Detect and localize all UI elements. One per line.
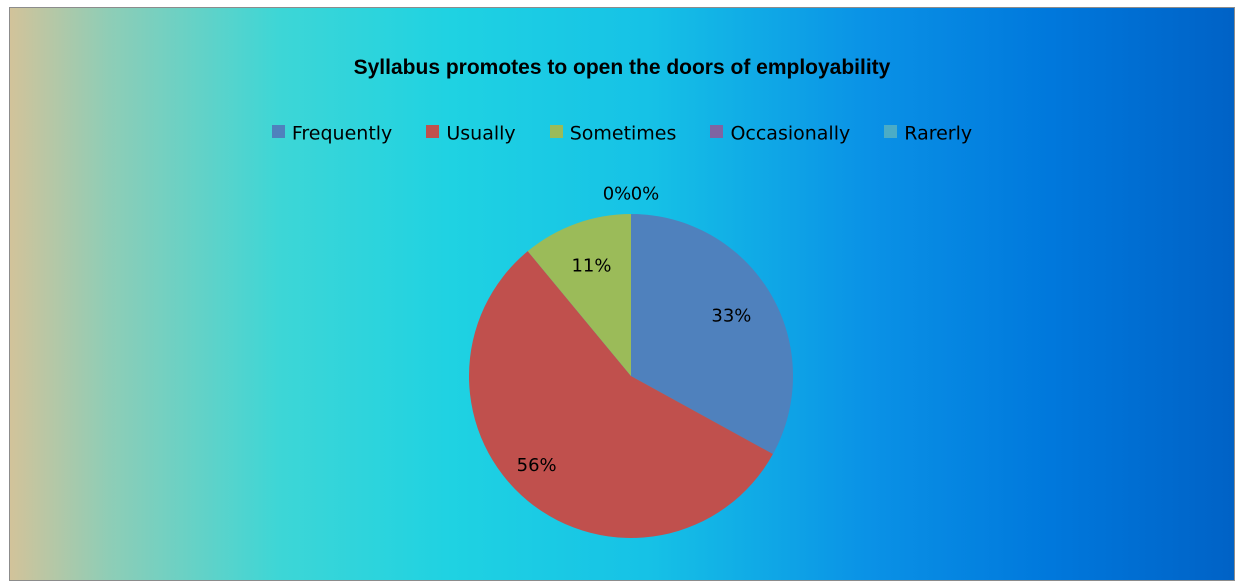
pie-chart: 33% 56% 11% 0% 0% — [469, 184, 793, 538]
legend-label-sometimes: Sometimes — [569, 122, 677, 145]
pie-slice-sometimes — [527, 214, 631, 376]
legend-swatch-frequently — [271, 125, 285, 139]
legend-label-frequently: Frequently — [291, 122, 393, 145]
legend-swatch-usually — [426, 125, 440, 139]
data-label-usually: 56% — [517, 455, 557, 476]
legend: Frequently Usually Sometimes Occasionall… — [10, 122, 1234, 145]
legend-item-rarerly: Rarerly — [884, 122, 972, 145]
legend-item-frequently: Frequently — [271, 122, 393, 145]
legend-swatch-sometimes — [549, 125, 563, 139]
legend-swatch-rarerly — [884, 125, 898, 139]
data-label-rarerly: 0% — [631, 184, 660, 205]
pie-slice-usually — [469, 251, 773, 538]
legend-swatch-occasionally — [710, 125, 724, 139]
data-label-frequently: 33% — [711, 306, 751, 327]
legend-item-sometimes: Sometimes — [549, 122, 677, 145]
legend-item-occasionally: Occasionally — [710, 122, 850, 145]
legend-label-occasionally: Occasionally — [730, 122, 851, 145]
legend-label-rarerly: Rarerly — [904, 122, 973, 145]
chart-area: Syllabus promotes to open the doors of e… — [9, 7, 1235, 581]
legend-item-usually: Usually — [426, 122, 516, 145]
data-label-sometimes: 11% — [571, 255, 611, 276]
legend-label-usually: Usually — [446, 122, 516, 145]
data-label-occasionally: 0% — [603, 184, 632, 205]
chart-title: Syllabus promotes to open the doors of e… — [353, 56, 891, 79]
pie-slice-frequently — [631, 214, 793, 455]
